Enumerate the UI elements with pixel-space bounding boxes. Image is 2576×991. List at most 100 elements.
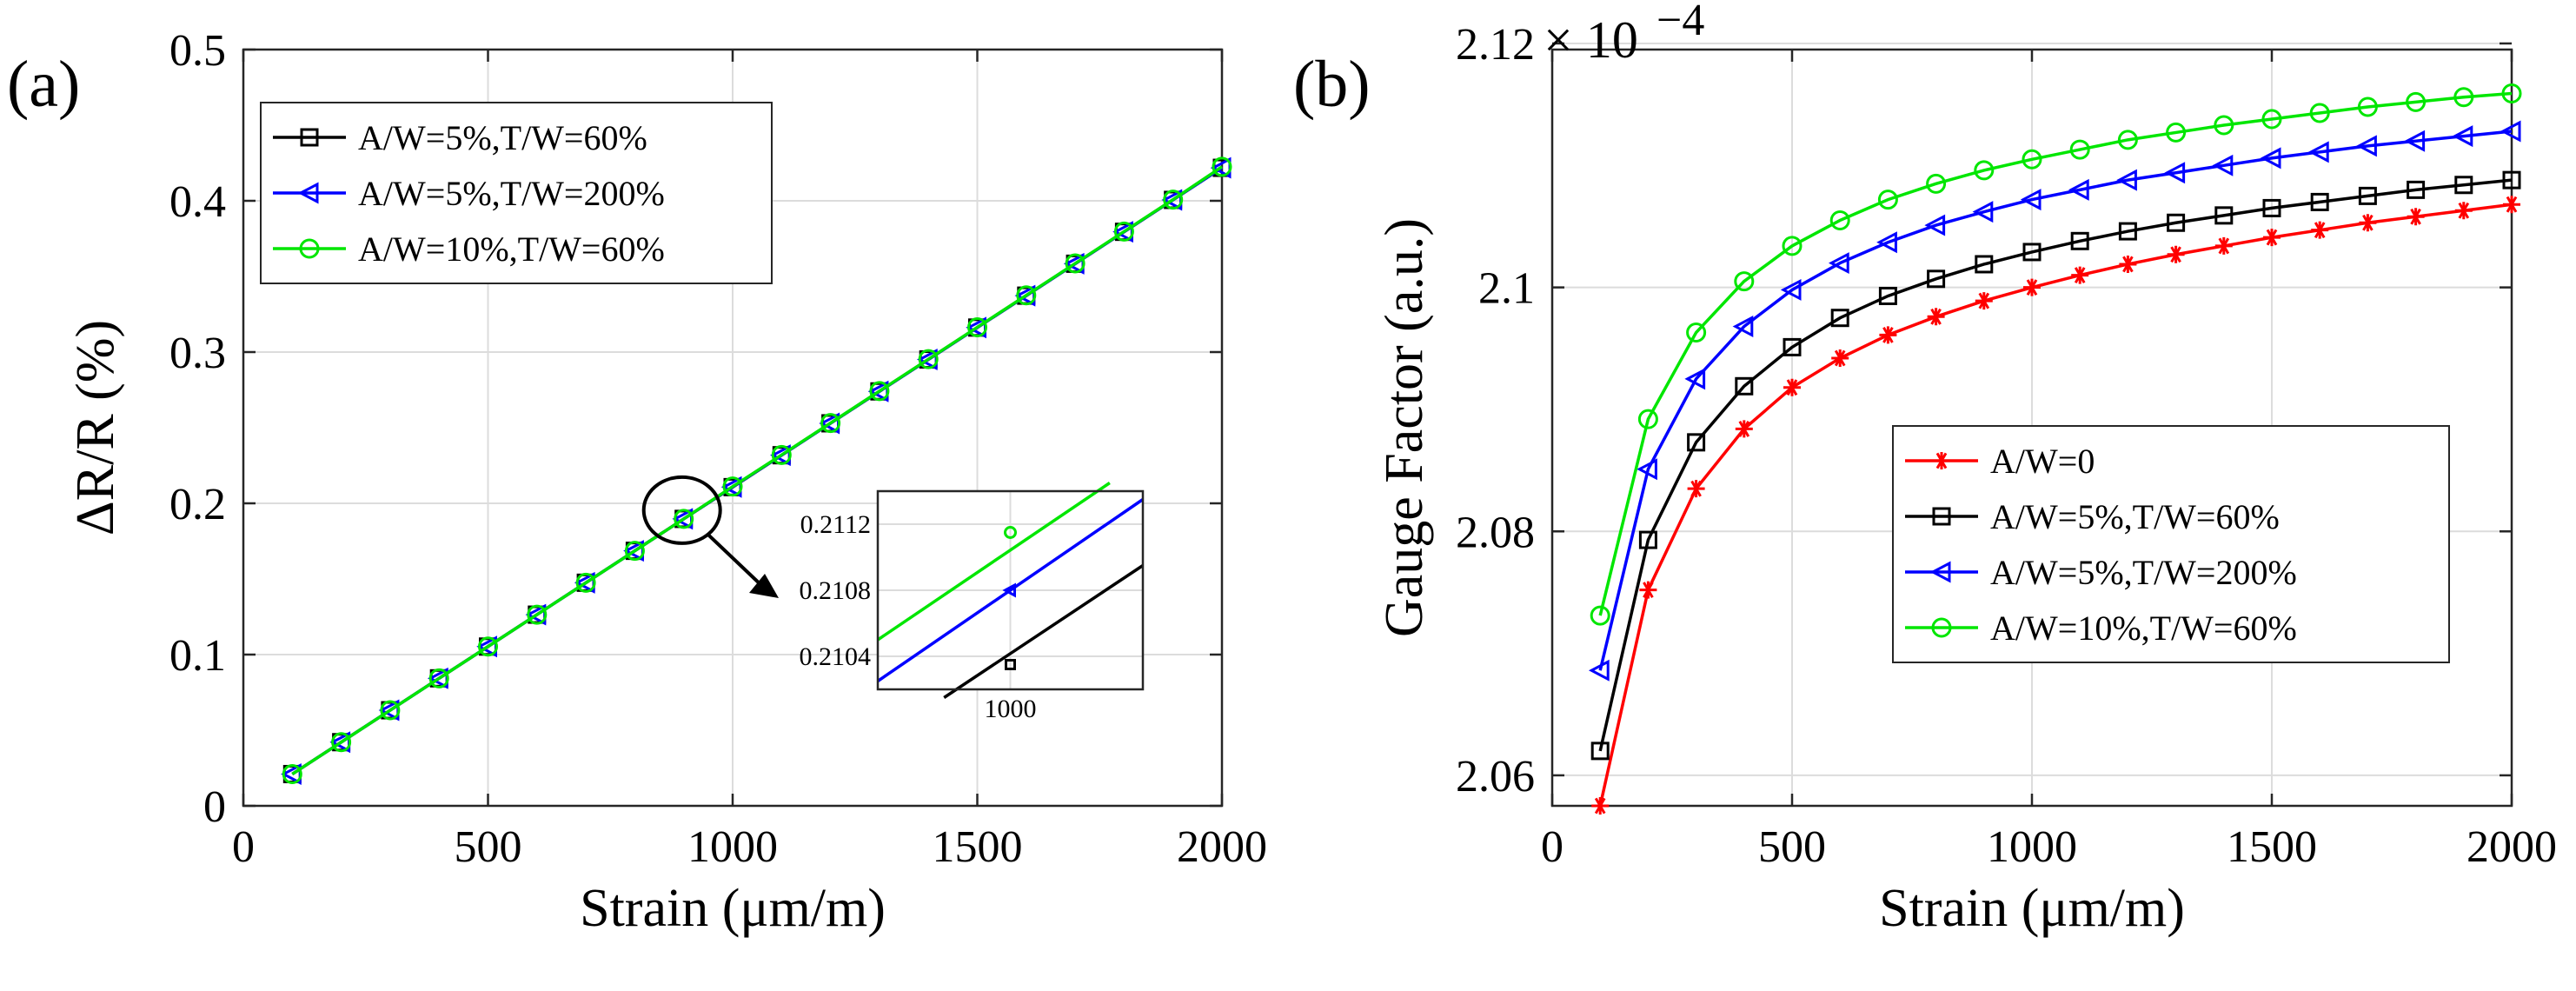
inset-zoom: 0.2112 0.2108 0.2104 1000 — [800, 482, 1145, 723]
legend-label: A/W=0 — [1990, 442, 2095, 481]
data-point — [1879, 326, 1897, 344]
data-point — [2501, 83, 2522, 104]
data-point — [2307, 141, 2329, 163]
panel-a-chart: 0 500 1000 1500 2000 0 0.1 0.2 0.3 0.4 0.5 Strain (… — [66, 26, 1267, 938]
data-point — [1878, 286, 1897, 305]
y-tick-label: 0.3 — [169, 329, 226, 378]
y-tick-label: 0.5 — [169, 26, 226, 76]
data-point — [1877, 190, 1898, 210]
data-point — [2407, 180, 2426, 199]
data-point — [967, 316, 987, 337]
zoom-arrow-head — [749, 574, 779, 598]
data-point — [1065, 253, 1086, 274]
data-point — [624, 541, 645, 562]
data-point — [2309, 103, 2330, 123]
data-point — [1590, 605, 1610, 626]
data-point — [1732, 316, 1754, 338]
data-point — [2453, 87, 2474, 108]
data-point — [869, 381, 890, 402]
data-point — [1783, 378, 1801, 396]
inset-y-tick-label: 0.2108 — [800, 576, 872, 605]
data-point — [1830, 309, 1849, 328]
data-point — [1590, 742, 1610, 761]
data-point — [1972, 201, 1994, 223]
y-tick-label: 0.4 — [169, 177, 226, 227]
data-point — [1926, 173, 1947, 194]
data-point — [2119, 255, 2137, 273]
series-a-w-5-t-w-200 — [1588, 120, 2521, 682]
data-point — [1975, 255, 1994, 274]
data-point — [1686, 323, 1707, 343]
data-point — [2070, 231, 2089, 250]
data-point — [1780, 278, 1802, 301]
data-point — [2500, 120, 2521, 143]
data-point — [1639, 581, 1657, 599]
legend-marker — [299, 238, 320, 259]
data-point — [1637, 409, 1658, 429]
inset-data-point — [1002, 582, 1016, 598]
data-point — [1831, 349, 1849, 368]
data-point — [1687, 480, 1705, 498]
y-axis-exponent-power: −4 — [1656, 0, 1704, 45]
data-point — [282, 763, 302, 784]
data-point — [771, 444, 792, 465]
legend-marker — [1929, 561, 1951, 583]
data-point — [2358, 186, 2377, 205]
data-point — [2404, 130, 2426, 152]
inset-y-tick-label: 0.2104 — [800, 642, 872, 671]
data-point — [2069, 139, 2090, 160]
data-point — [478, 636, 498, 657]
zoom-arrow-shaft — [707, 533, 767, 590]
data-point — [1876, 231, 1897, 254]
data-point — [2167, 213, 2186, 232]
legend-label: A/W=5%,T/W=200% — [358, 174, 665, 213]
x-tick-label: 1000 — [687, 822, 778, 872]
data-point — [2406, 91, 2427, 112]
data-point — [2262, 198, 2281, 217]
y-tick-label: 0.2 — [169, 480, 226, 529]
data-point — [1734, 271, 1755, 292]
data-point — [1684, 368, 1706, 390]
y-tick-label: 0 — [203, 782, 226, 832]
data-point — [2260, 147, 2281, 170]
data-point — [2214, 206, 2234, 225]
data-point — [820, 413, 841, 434]
data-point — [1687, 433, 1706, 452]
legend-marker — [1931, 617, 1952, 638]
data-point — [2263, 229, 2281, 247]
data-point — [2022, 149, 2042, 170]
legend-label: A/W=10%,T/W=60% — [1990, 609, 2297, 648]
x-tick-label: 2000 — [2466, 822, 2557, 872]
data-point — [2356, 135, 2377, 157]
data-point — [1113, 221, 1134, 242]
y-tick-label: 0.1 — [169, 631, 226, 681]
data-point — [2118, 222, 2137, 241]
data-point — [2311, 221, 2329, 239]
y-tick-label: 2.12 — [1456, 20, 1535, 70]
data-point — [2071, 266, 2089, 284]
legend-label: A/W=5%,T/W=60% — [1990, 497, 2280, 536]
x-axis-label: Strain (μm/m) — [580, 879, 886, 938]
data-point — [575, 572, 596, 593]
x-axis-label: Strain (μm/m) — [1879, 879, 2185, 938]
series-a-w-10-t-w-60 — [282, 156, 1232, 784]
y-axis-label: ΔR/R (%) — [66, 320, 125, 535]
inset-series-line — [877, 498, 1144, 682]
data-point — [1829, 210, 1850, 230]
data-point — [674, 509, 694, 529]
data-point — [722, 476, 743, 497]
inset-data-point — [1005, 659, 1016, 670]
data-point — [2068, 178, 2089, 201]
data-point — [1782, 236, 1803, 256]
x-tick-label: 1000 — [1987, 822, 2077, 872]
data-point — [2022, 243, 2042, 262]
data-point — [1735, 420, 1753, 438]
x-tick-label: 1500 — [2227, 822, 2317, 872]
data-point — [1163, 190, 1184, 210]
zoom-callout-ellipse — [641, 475, 722, 545]
data-point — [1212, 156, 1232, 177]
data-point — [2167, 245, 2185, 263]
data-point — [2357, 96, 2378, 117]
data-point — [918, 349, 939, 369]
